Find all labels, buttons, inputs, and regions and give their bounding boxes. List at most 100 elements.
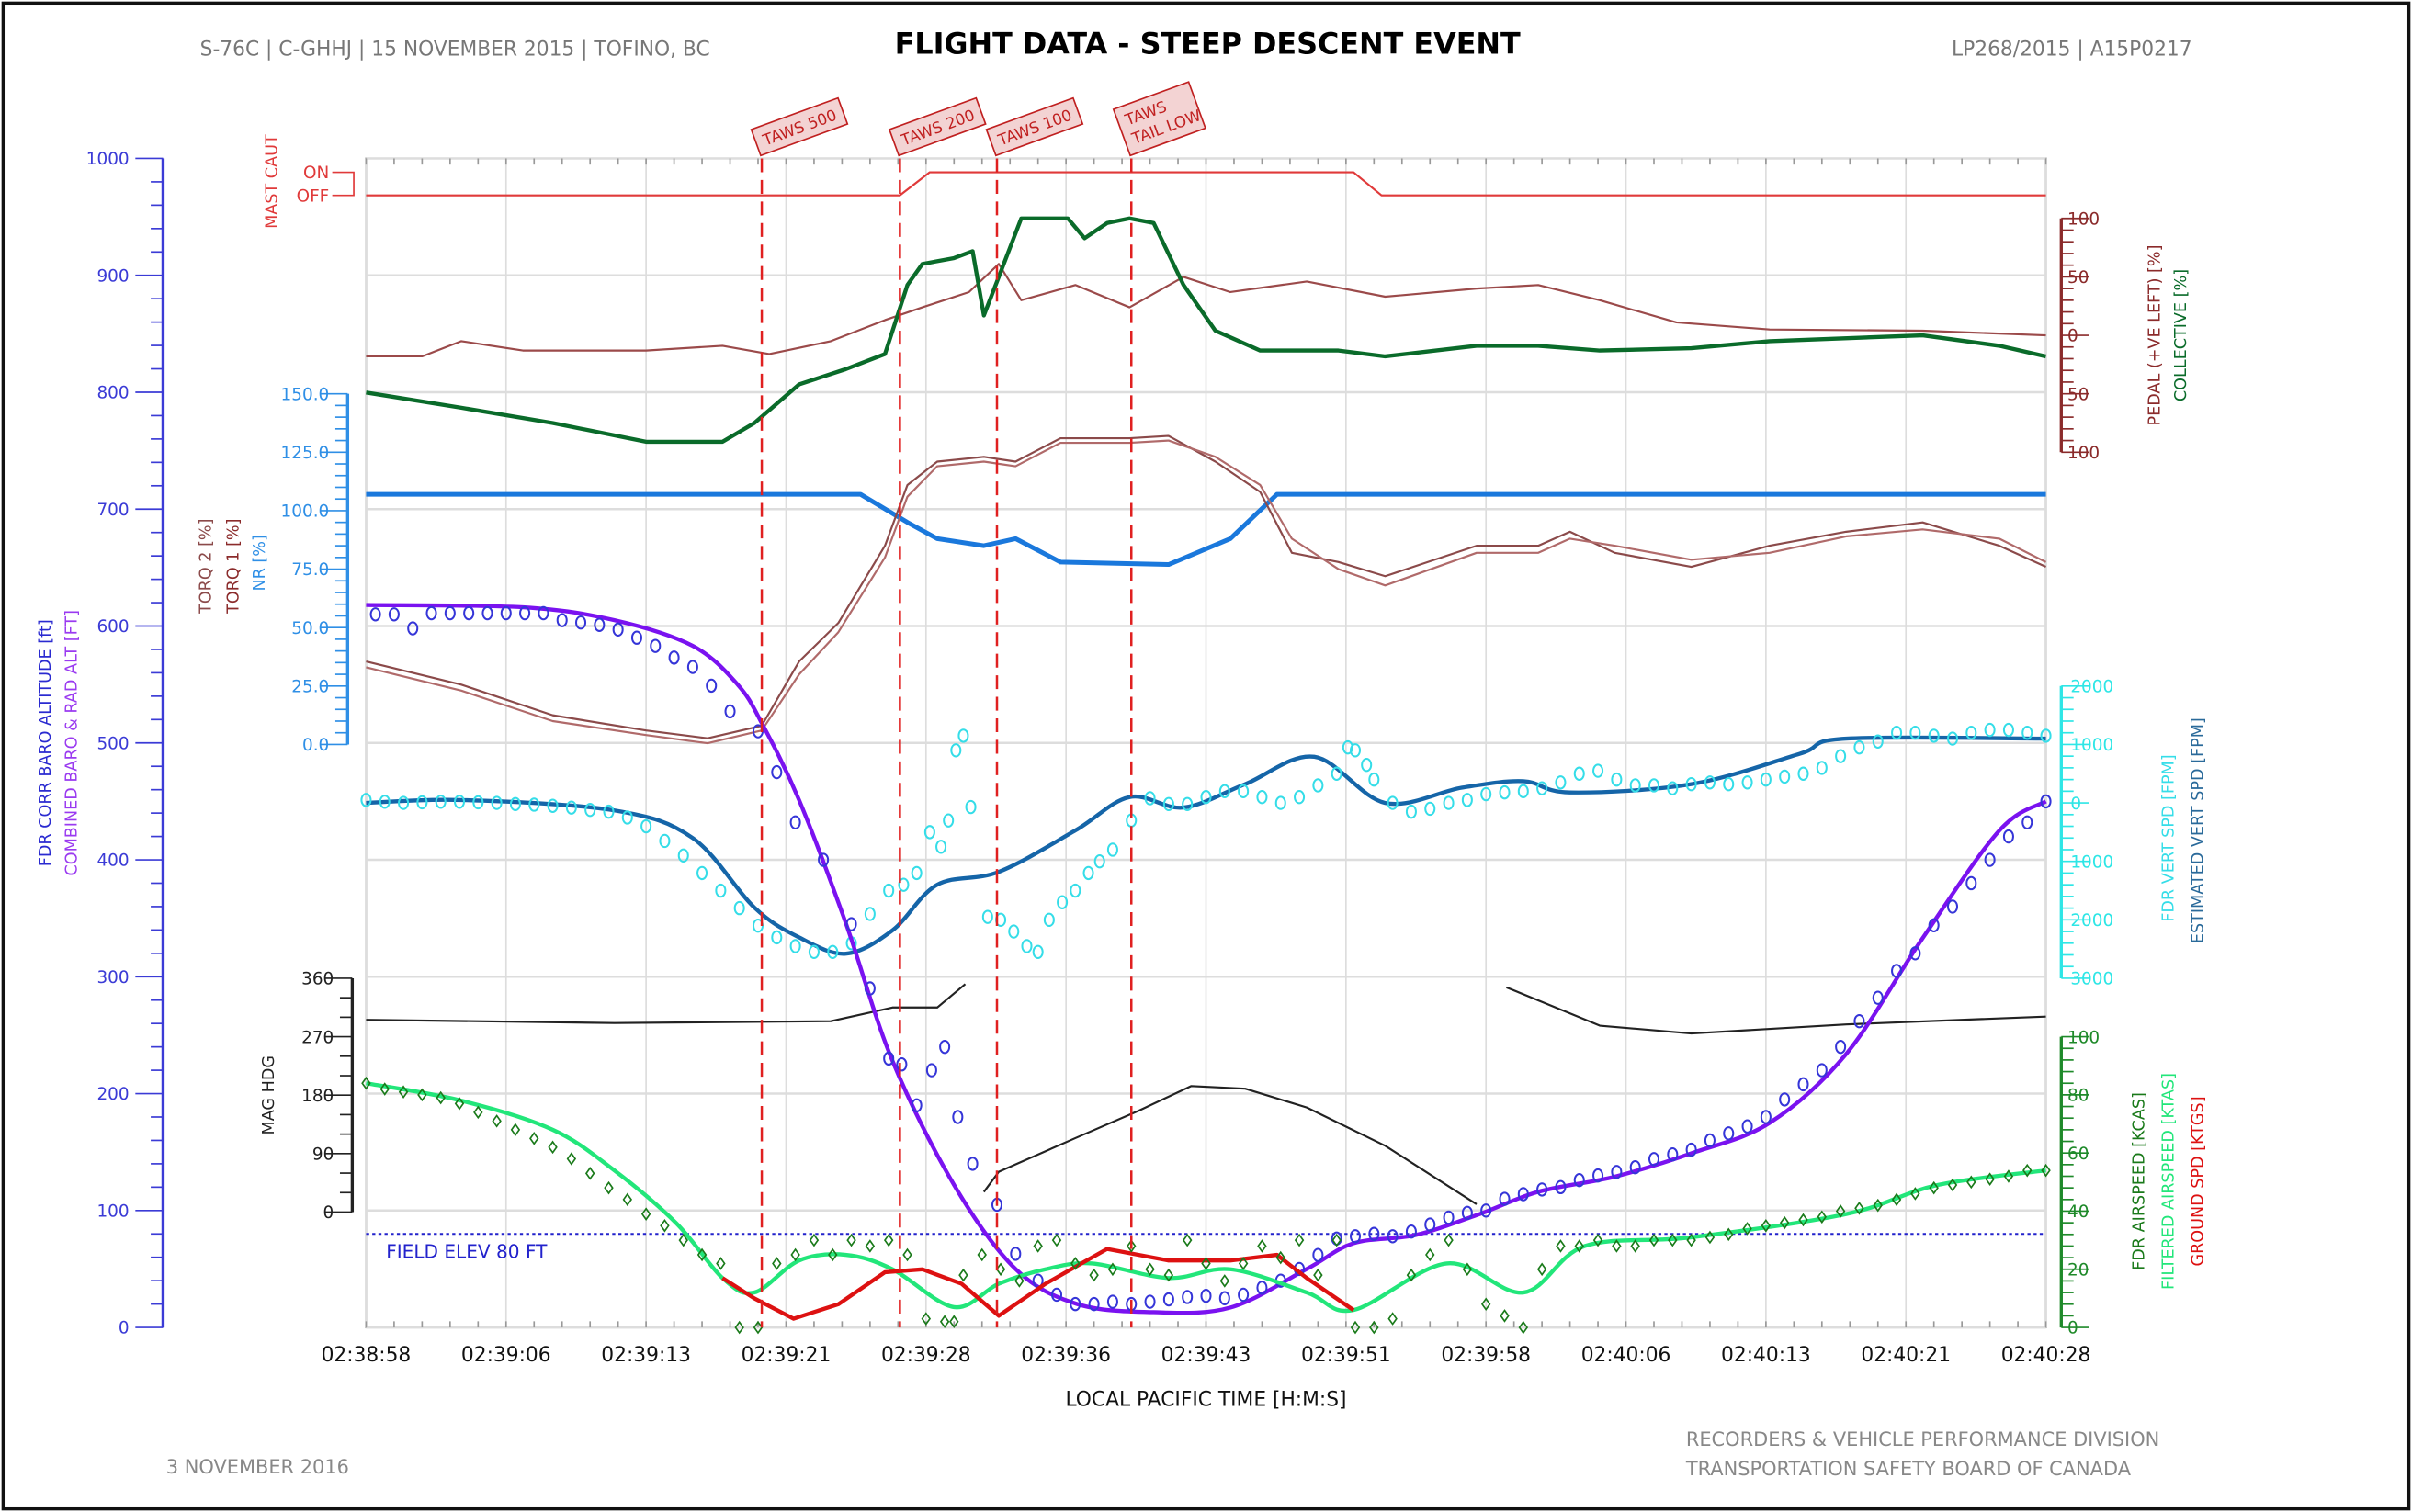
axis-title-est-vert-spd: ESTIMATED VERT SPD [FPM] <box>2189 717 2207 943</box>
chart-title: FLIGHT DATA - STEEP DESCENT EVENT <box>895 27 1521 62</box>
series-fdr-airspeed-point <box>1350 1320 1361 1335</box>
series-fdr-airspeed-point <box>716 1257 726 1270</box>
series-fdr-vert-spd-point <box>935 840 947 854</box>
series-collective-line <box>366 216 2047 445</box>
series-fdr-corr-baro-altitude-point <box>789 815 801 830</box>
axis-tick-label-pct: 50 <box>2067 385 2089 404</box>
series-fdr-airspeed-point <box>548 1140 558 1155</box>
series-fdr-corr-baro-altitude-point <box>706 678 718 694</box>
series-pedal-ve-left--line <box>366 263 2046 358</box>
series-fdr-vert-spd-point <box>827 944 839 960</box>
series-fdr-vert-spd-point <box>1965 726 1977 740</box>
axis-title-collective: COLLECTIVE [%] <box>2172 269 2191 401</box>
axis-tick-label-torq: 0.0 <box>302 736 329 755</box>
series-fdr-corr-baro-altitude-point <box>519 605 531 621</box>
axis-tick-label-torq: 100.0 <box>281 502 330 522</box>
series-fdr-vert-spd-point <box>659 833 671 849</box>
series-fdr-vert-spd-point <box>547 798 559 813</box>
series-fdr-airspeed-point <box>1127 1239 1137 1253</box>
series-fdr-corr-baro-altitude-point <box>1106 1294 1118 1309</box>
series-fdr-corr-baro-altitude-point <box>481 605 493 621</box>
series-fdr-airspeed-point <box>436 1090 446 1105</box>
series-fdr-corr-baro-altitude-point <box>369 607 381 622</box>
axis-tick-label-alt: 1000 <box>86 150 130 169</box>
series-fdr-vert-spd-point <box>965 799 977 815</box>
series-fdr-vert-spd-point <box>1032 944 1044 960</box>
axis-tick-label-spd: 0 <box>2067 1319 2078 1338</box>
series-mag-hdg-line <box>366 983 967 1024</box>
axis-tick-label-hdg: 90 <box>312 1145 334 1165</box>
series-fdr-vert-spd-point <box>398 795 410 810</box>
axis-tick-label-hdg: 270 <box>301 1028 334 1047</box>
series-fdr-vert-spd-point <box>1008 924 1020 939</box>
series-fdr-vert-spd-point <box>1182 796 1194 812</box>
series-fdr-corr-baro-altitude-point <box>1891 964 1903 978</box>
series-fdr-airspeed-point <box>1854 1202 1864 1215</box>
series-fdr-corr-baro-altitude-point <box>444 605 456 621</box>
series-mag-hdg <box>366 983 2046 1205</box>
series-fdr-vert-spd-point <box>1723 777 1735 792</box>
series-ground-spd-line <box>721 1247 1355 1321</box>
series-fdr-vert-spd-point <box>2021 726 2033 740</box>
x-tick-label: 02:40:21 <box>1861 1344 1951 1367</box>
axis-title-torq1: TORQ 1 [%] <box>224 518 243 614</box>
series-fdr-vert-spd-point <box>453 795 466 809</box>
series-nr-line <box>366 491 2046 568</box>
series-fdr-vert-spd <box>360 722 2052 960</box>
series-fdr-corr-baro-altitude-point <box>1070 1296 1081 1312</box>
series-fdr-airspeed-point <box>417 1088 427 1102</box>
series-fdr-airspeed-point <box>1873 1198 1883 1213</box>
series-combined-baro-rad-alt <box>366 603 2047 1315</box>
axis-tick-label-spd: 40 <box>2067 1202 2089 1222</box>
series-fdr-airspeed-point <box>361 1076 371 1090</box>
series-fdr-airspeed-point <box>1556 1239 1566 1253</box>
series-fdr-corr-baro-altitude-point <box>1685 1142 1697 1157</box>
series-fdr-vert-spd-point <box>1162 796 1174 812</box>
axis-tick-label-vs: 2000 <box>2070 678 2113 697</box>
series-fdr-airspeed-point <box>1592 1233 1603 1247</box>
series-fdr-vert-spd-point <box>1021 939 1033 953</box>
series-fdr-corr-baro-altitude-point <box>1573 1173 1585 1188</box>
axis-tick-label-vs: 2000 <box>2070 911 2113 931</box>
series-fdr-vert-spd-point <box>1349 743 1362 758</box>
field-elev-label: FIELD ELEV 80 FT <box>386 1241 548 1263</box>
axis-tick-label-alt: 700 <box>96 501 129 520</box>
axis-tick-label-alt: 600 <box>96 617 129 637</box>
series-fdr-corr-baro-altitude-point <box>1797 1077 1809 1092</box>
series-fdr-corr-baro-altitude-point <box>1200 1289 1212 1303</box>
series-fdr-vert-spd-point <box>1704 775 1716 790</box>
series-nr <box>366 491 2046 568</box>
taws-tag-box <box>985 96 1084 157</box>
series-fdr-vert-spd-point <box>1816 761 1828 775</box>
series-fdr-airspeed-point <box>995 1262 1006 1277</box>
series-fdr-corr-baro-altitude-point <box>1162 1292 1174 1307</box>
axis-tick-label-alt: 100 <box>96 1202 129 1222</box>
series-fdr-airspeed-point <box>1387 1312 1398 1326</box>
series-fdr-vert-spd-point <box>1667 781 1679 795</box>
series-fdr-corr-baro-altitude-point <box>1629 1160 1641 1175</box>
taws-tag-box <box>750 96 849 157</box>
series-fdr-airspeed-point <box>1929 1180 1939 1195</box>
series-fdr-vert-spd-point <box>789 939 801 953</box>
header-left: S-76C | C-GHHJ | 15 NOVEMBER 2015 | TOFI… <box>200 38 710 61</box>
series-fdr-airspeed-point <box>660 1218 670 1233</box>
axis-tick-label-alt: 800 <box>96 384 129 403</box>
series-fdr-airspeed-point <box>1294 1233 1305 1247</box>
series-fdr-airspeed-point <box>1145 1262 1155 1277</box>
x-tick-label: 02:40:13 <box>1721 1344 1811 1367</box>
series-fdr-airspeed-point <box>1444 1233 1454 1247</box>
series-fdr-vert-spd-point <box>957 728 969 743</box>
series-fdr-vert-spd-point <box>1200 790 1212 805</box>
series-fdr-airspeed-point <box>640 1207 651 1221</box>
series-fdr-airspeed-point <box>883 1233 894 1247</box>
series-fdr-vert-spd-point <box>733 900 745 916</box>
series-fdr-airspeed-point <box>1369 1320 1379 1335</box>
series-fdr-vert-spd-point <box>696 865 708 881</box>
mast-caut-tick-label: ON <box>303 164 329 183</box>
series-fdr-corr-baro-altitude-point <box>771 764 783 780</box>
series-fdr-vert-spd-point <box>1312 778 1324 793</box>
series-fdr-corr-baro-altitude-point <box>896 1057 908 1072</box>
series-fdr-corr-baro-altitude-point <box>650 638 662 653</box>
series-fdr-airspeed-point <box>1182 1233 1193 1247</box>
series-fdr-corr-baro-altitude-point <box>1238 1287 1250 1303</box>
